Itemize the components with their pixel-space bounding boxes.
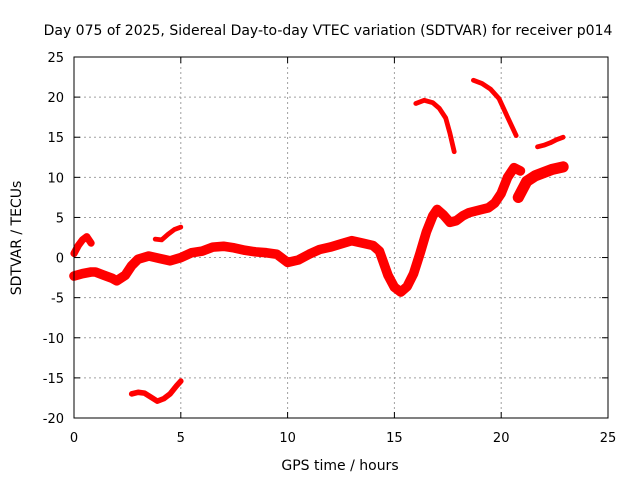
x-tick-label: 5 xyxy=(177,431,185,446)
gridlines xyxy=(74,57,608,418)
y-tick-label: 15 xyxy=(47,131,64,146)
y-tick-label: 25 xyxy=(47,51,64,66)
y-axis-label: SDTVAR / TECUs xyxy=(9,181,25,296)
series-arc-near-14 xyxy=(535,134,566,150)
x-axis-label: GPS time / hours xyxy=(281,458,398,474)
y-tick-label: -15 xyxy=(43,372,64,387)
x-tick-label: 15 xyxy=(386,431,403,446)
x-tick-label: 10 xyxy=(279,431,296,446)
series-arc-near-22 xyxy=(471,77,519,138)
y-tick-label: 5 xyxy=(56,211,64,226)
series-arc-near-19 xyxy=(413,97,457,155)
x-tick-label: 25 xyxy=(600,431,617,446)
series-arc-near-minus-17 xyxy=(128,378,184,404)
y-tick-label: -10 xyxy=(43,332,64,347)
series-early-arc xyxy=(70,233,95,258)
y-tick-label: -5 xyxy=(51,292,64,307)
y-tick-label: 20 xyxy=(47,91,64,106)
plot-frame xyxy=(73,56,609,419)
axes: 0 5 10 15 20 25 -20 -15 -10 -5 0 5 10 15 20 25 xyxy=(43,51,617,446)
y-tick-label: 0 xyxy=(56,252,64,267)
data-series-group xyxy=(69,77,569,404)
series-band-upper xyxy=(512,161,569,203)
x-tick-label: 20 xyxy=(493,431,510,446)
x-tick-label: 0 xyxy=(70,431,78,446)
series-arc-near-2-to-4 xyxy=(152,224,184,243)
y-tick-label: -20 xyxy=(43,412,64,427)
y-tick-label: 10 xyxy=(47,171,64,186)
series-band-lower xyxy=(69,162,526,297)
chart-title: Day 075 of 2025, Sidereal Day-to-day VTE… xyxy=(44,23,613,39)
